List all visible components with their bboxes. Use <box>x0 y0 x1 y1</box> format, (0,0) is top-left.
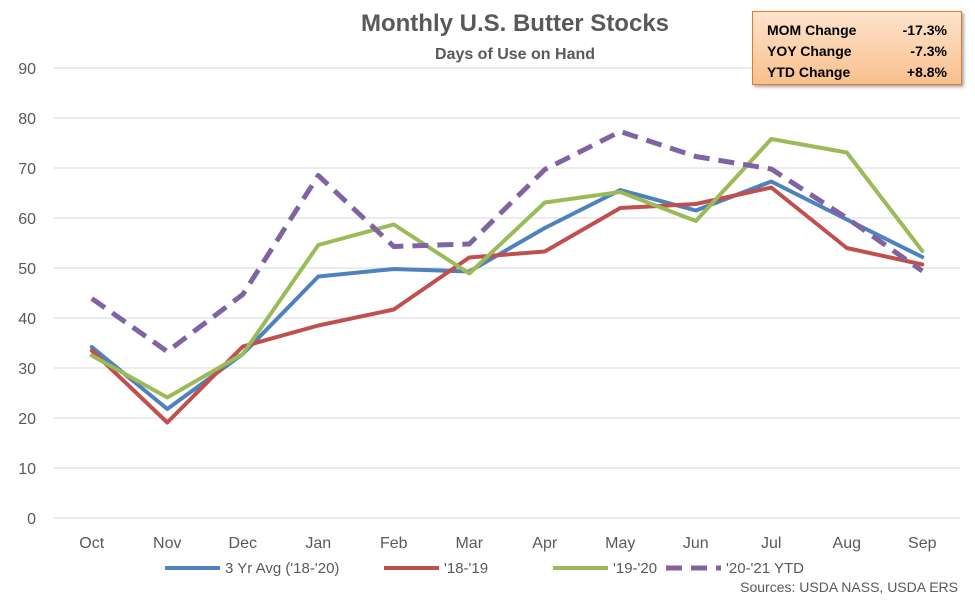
stat-row-yoy: YOY Change -7.3% <box>767 41 947 62</box>
legend-label: '19-'20 <box>613 560 657 577</box>
source-note: Sources: USDA NASS, USDA ERS <box>740 579 958 595</box>
stat-label: YTD Change <box>767 64 851 80</box>
legend: 3 Yr Avg ('18-'20) '18-'19 '19-'20 '20-'21 … <box>165 560 804 577</box>
y-tick-label: 40 <box>18 311 36 328</box>
stat-value: -7.3% <box>910 43 947 59</box>
stat-value: +8.8% <box>906 64 947 80</box>
legend-label: '18-'19 <box>444 560 488 577</box>
stat-row-ytd: YTD Change +8.8% <box>767 62 947 83</box>
y-tick-label: 20 <box>18 411 36 428</box>
stat-value: -17.3% <box>902 22 947 38</box>
x-axis-tick-labels: Oct Nov Dec Jan Feb Mar Apr May Jun Jul Aug Sep <box>79 535 936 552</box>
series-line-2 <box>89 137 925 400</box>
y-axis-tick-labels: 0 10 20 30 40 50 60 70 80 90 <box>18 61 36 528</box>
y-tick-label: 0 <box>27 511 36 528</box>
stat-label: MOM Change <box>767 22 857 38</box>
x-tick-label: Jul <box>761 535 781 552</box>
stat-label: YOY Change <box>767 43 852 59</box>
x-tick-label: Nov <box>153 535 181 552</box>
y-tick-label: 70 <box>18 161 36 178</box>
x-tick-label: May <box>605 535 635 552</box>
x-tick-label: Apr <box>532 535 558 552</box>
series-lines <box>89 129 925 425</box>
x-tick-label: Mar <box>455 535 483 552</box>
change-stats-box: MOM Change -17.3% YOY Change -7.3% YTD C… <box>752 11 962 85</box>
x-tick-label: Aug <box>833 535 861 552</box>
y-tick-label: 90 <box>18 61 36 78</box>
x-tick-label: Jan <box>305 535 331 552</box>
x-tick-label: Jun <box>683 535 709 552</box>
y-tick-label: 80 <box>18 111 36 128</box>
series-line-3 <box>90 129 924 354</box>
y-tick-label: 60 <box>18 211 36 228</box>
x-tick-label: Sep <box>908 535 937 552</box>
y-tick-label: 10 <box>18 461 36 478</box>
x-tick-label: Dec <box>229 535 257 552</box>
gridlines <box>54 67 960 519</box>
y-tick-label: 30 <box>18 361 36 378</box>
legend-label: 3 Yr Avg ('18-'20) <box>225 560 339 577</box>
series-line-1 <box>89 185 925 425</box>
stat-row-mom: MOM Change -17.3% <box>767 20 947 41</box>
chart-subtitle: Days of Use on Hand <box>435 46 595 63</box>
y-tick-label: 50 <box>18 261 36 278</box>
legend-label: '20-'21 YTD <box>726 560 804 577</box>
x-tick-label: Oct <box>79 535 104 552</box>
x-tick-label: Feb <box>380 535 408 552</box>
chart-title: Monthly U.S. Butter Stocks <box>361 10 669 37</box>
